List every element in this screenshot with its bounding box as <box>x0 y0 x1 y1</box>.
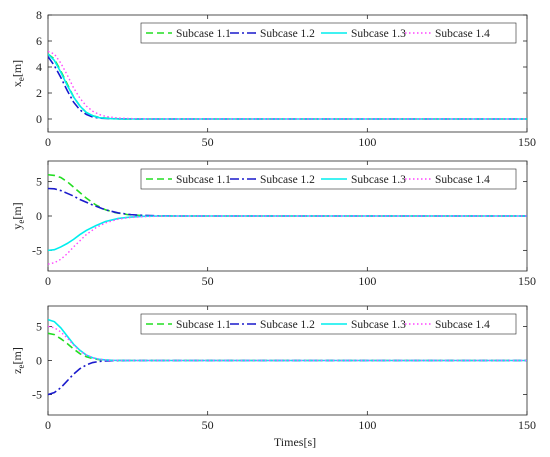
subplot-2: 0 50 100 150 -5 0 5 ye[m] Subcase 1.1 Subcase 1.2… <box>10 160 536 288</box>
legend-label: Subcase 1.1 <box>176 28 231 40</box>
legend-label: Subcase 1.4 <box>435 319 490 331</box>
y-tick-label: 4 <box>36 60 42 74</box>
legend-label: Subcase 1.4 <box>435 28 490 40</box>
x-tick-label: 150 <box>518 135 536 149</box>
y-tick-label: 0 <box>36 112 42 126</box>
series-line-4 <box>48 215 527 265</box>
x-tick-label: 0 <box>45 135 51 149</box>
legend-label: Subcase 1.3 <box>351 28 406 40</box>
x-tick-label: 100 <box>358 418 376 432</box>
x-tick-label: 0 <box>45 274 51 288</box>
x-tick-label: 50 <box>202 418 214 432</box>
legend: Subcase 1.1 Subcase 1.2 Subcase 1.3 Subcase… <box>140 168 517 190</box>
legend-label: Subcase 1.1 <box>176 319 231 331</box>
x-axis-label: Times[s] <box>274 435 316 449</box>
legend: Subcase 1.1 Subcase 1.2 Subcase 1.3 Subcase… <box>140 22 517 44</box>
subplot-3: 0 50 100 150 -5 0 5 ze[m] Subcase 1.1 Subcase 1.2… <box>10 305 536 432</box>
y-tick-label: 2 <box>36 86 42 100</box>
y-axis-label: ye[m] <box>10 202 26 229</box>
x-tick-label: 100 <box>358 274 376 288</box>
x-tick-label: 150 <box>518 418 536 432</box>
legend-label: Subcase 1.3 <box>351 174 406 186</box>
legend-label: Subcase 1.1 <box>176 174 231 186</box>
y-tick-label: 5 <box>36 175 42 189</box>
series-line-2 <box>48 187 527 217</box>
y-tick-label: 6 <box>36 34 42 48</box>
y-tick-label: 0 <box>36 209 42 223</box>
series-line-4 <box>48 325 527 362</box>
legend-label: Subcase 1.2 <box>260 319 315 331</box>
y-tick-label: 0 <box>36 354 42 368</box>
legend-label: Subcase 1.3 <box>351 319 406 331</box>
legend-label: Subcase 1.4 <box>435 174 490 186</box>
y-axis-label: ze[m] <box>10 347 26 374</box>
y-tick-label: -5 <box>32 243 42 257</box>
x-tick-label: 100 <box>358 135 376 149</box>
legend-label: Subcase 1.2 <box>260 28 315 40</box>
x-tick-label: 0 <box>45 418 51 432</box>
y-tick-label: 5 <box>36 319 42 333</box>
x-tick-label: 50 <box>202 274 214 288</box>
y-axis-label: xe[m] <box>10 60 26 87</box>
legend: Subcase 1.1 Subcase 1.2 Subcase 1.3 Subcase… <box>140 313 517 335</box>
y-tick-label: -5 <box>32 388 42 402</box>
legend-label: Subcase 1.2 <box>260 174 315 186</box>
x-tick-label: 150 <box>518 274 536 288</box>
y-tick-label: 8 <box>36 8 42 22</box>
x-tick-label: 50 <box>202 135 214 149</box>
